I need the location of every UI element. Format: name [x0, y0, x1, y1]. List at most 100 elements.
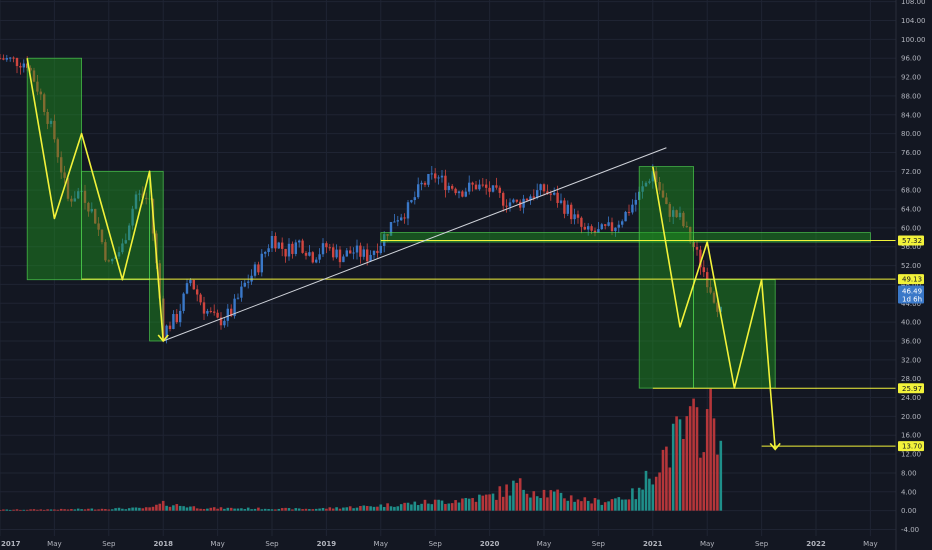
volume-bar — [56, 509, 60, 511]
volume-bar — [53, 509, 56, 511]
candle-body — [672, 210, 675, 217]
time-tick-label: May — [374, 540, 388, 548]
time-tick-label: 2019 — [317, 540, 337, 548]
candle-body — [19, 66, 22, 68]
candle-body — [328, 247, 331, 249]
volume-bar — [104, 509, 107, 511]
candle-body — [675, 210, 678, 218]
arrow-head — [157, 334, 169, 343]
volume-bar — [263, 508, 267, 511]
candle-body — [185, 283, 189, 294]
volume-bar — [403, 502, 406, 511]
volume-bar — [471, 498, 474, 511]
candle-body — [566, 204, 569, 214]
candle-body — [264, 251, 267, 254]
time-tick-label: 2018 — [153, 540, 173, 548]
price-tick-label: 4.00 — [901, 488, 917, 496]
candle-body — [549, 193, 552, 195]
candle-body — [600, 224, 603, 230]
candle-body — [304, 252, 308, 256]
candle-body — [695, 247, 699, 250]
time-tick-label: May — [537, 540, 551, 548]
candle-body — [624, 211, 627, 222]
volume-bar — [124, 509, 128, 511]
candle-body — [94, 208, 97, 224]
volume-bar — [297, 508, 301, 511]
candle-body — [345, 250, 348, 257]
volume-bar — [267, 509, 270, 511]
candle-body — [668, 204, 671, 217]
volume-bar — [563, 498, 566, 511]
volume-bar — [331, 508, 335, 511]
candle-body — [226, 308, 229, 321]
highlight-zone — [81, 170, 150, 281]
volume-bar — [39, 509, 43, 511]
candle-body — [325, 243, 328, 248]
volume-bar — [617, 497, 621, 511]
candle-body — [202, 302, 206, 314]
volume-bar — [508, 495, 512, 511]
volume-bar — [141, 508, 145, 511]
volume-bar — [678, 419, 682, 511]
highlight-zone — [638, 166, 695, 389]
volume-bar — [352, 508, 355, 511]
horizontal-levels — [81, 240, 896, 447]
candle-body — [621, 221, 624, 225]
time-tick-label: Sep — [755, 540, 769, 548]
volume-bar — [161, 500, 165, 511]
time-tick-label: Sep — [429, 540, 443, 548]
candle-body — [542, 184, 546, 192]
price-tick-label: 96.00 — [901, 55, 921, 63]
time-axis[interactable]: 2017 May Sep 2018 May Sep 2019 May Sep 2020 May Sep… — [1, 540, 878, 548]
price-tick-label: 76.00 — [901, 149, 921, 157]
volume-bar — [114, 508, 117, 511]
candle-body — [49, 120, 53, 124]
candle-body — [556, 192, 559, 203]
level-tag-label: 57.32 — [902, 237, 922, 245]
volume-bar — [362, 505, 366, 511]
candle-body — [702, 267, 705, 273]
volume-bar — [110, 509, 114, 511]
volume-bar — [433, 499, 437, 511]
volume-bar — [685, 416, 689, 511]
volume-bar — [389, 506, 393, 511]
candle-body — [376, 250, 379, 254]
volume-bar — [291, 509, 294, 511]
candle-body — [206, 310, 209, 314]
volume-bar — [512, 480, 515, 511]
volume-bar — [12, 509, 15, 511]
candle-body — [457, 191, 461, 194]
candle-body — [495, 185, 498, 188]
volume-bar — [586, 500, 590, 511]
candle-body — [213, 311, 216, 313]
volume-bar — [559, 492, 563, 511]
candle-body — [437, 177, 440, 179]
candle-body — [685, 226, 688, 228]
volume-bar — [348, 506, 352, 511]
candle-body — [614, 227, 617, 232]
volume-bar — [270, 509, 274, 511]
candle-body — [0, 58, 2, 60]
volume-bar — [641, 489, 644, 511]
candle-body — [352, 252, 355, 254]
price-axis[interactable]: 108.00 104.00 100.00 96.00 92.00 88.00 84.00 80… — [901, 0, 926, 534]
candle-body — [400, 217, 403, 221]
candle-body — [539, 184, 542, 191]
highlight-zone — [26, 57, 83, 281]
volume-bar — [257, 507, 260, 511]
volume-bar — [2, 509, 5, 511]
volume-bar — [474, 501, 478, 511]
volume-bar — [464, 498, 468, 511]
arrow-head — [769, 442, 781, 451]
candle-body — [406, 202, 410, 219]
volume-bar — [144, 507, 148, 511]
volume-bar — [148, 507, 151, 511]
volume-bar — [90, 508, 94, 511]
volume-bar — [569, 495, 573, 511]
volume-bar — [29, 509, 32, 511]
candle-body — [277, 242, 280, 249]
candle-body — [607, 222, 610, 226]
volume-bar — [311, 509, 315, 511]
volume-bar — [651, 484, 655, 511]
